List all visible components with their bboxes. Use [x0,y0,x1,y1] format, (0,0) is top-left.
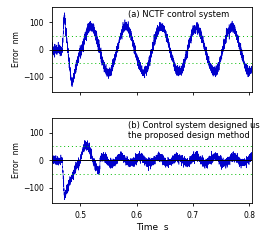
Y-axis label: Error  nm: Error nm [12,32,21,68]
X-axis label: Time  s: Time s [136,223,168,232]
Y-axis label: Error  nm: Error nm [12,142,21,178]
Text: (b) Control system designed using
the proposed design method: (b) Control system designed using the pr… [128,121,260,140]
Text: (a) NCTF control system: (a) NCTF control system [128,10,229,19]
